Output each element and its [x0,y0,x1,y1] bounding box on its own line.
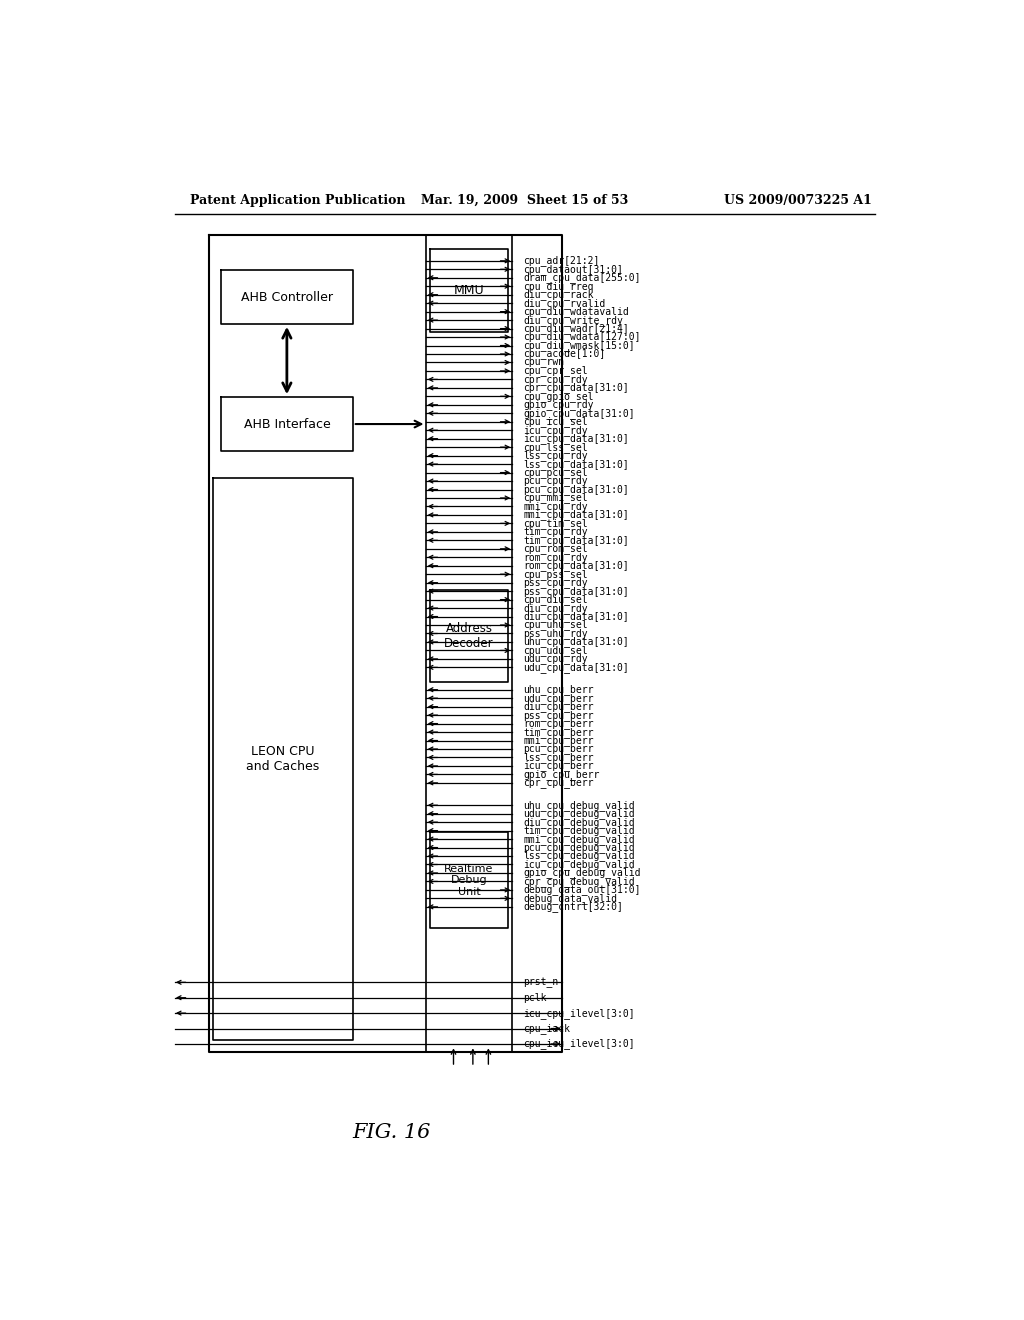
Text: cpu_lss_sel: cpu_lss_sel [523,442,588,453]
Text: gpio_cpu_debug_valid: gpio_cpu_debug_valid [523,867,641,878]
Text: diu_cpu_rack: diu_cpu_rack [523,289,594,300]
Text: dram_cpu_data[255:0]: dram_cpu_data[255:0] [523,272,641,284]
Text: pcu_cpu_rdy: pcu_cpu_rdy [523,475,588,487]
Text: cpu_rwn: cpu_rwn [523,358,564,367]
Text: mmi_cpu_berr: mmi_cpu_berr [523,735,594,746]
Text: rom_cpu_rdy: rom_cpu_rdy [523,552,588,562]
Text: udu_cpu_debug_valid: udu_cpu_debug_valid [523,808,635,820]
Text: LEON CPU
and Caches: LEON CPU and Caches [247,744,319,774]
Text: cpu_diu_wdatavalid: cpu_diu_wdatavalid [523,306,629,317]
Text: icu_cpu_debug_valid: icu_cpu_debug_valid [523,859,635,870]
Text: cpu_gpio_sel: cpu_gpio_sel [523,391,594,401]
Text: Address
Decoder: Address Decoder [444,622,494,649]
Text: diu_cpu_berr: diu_cpu_berr [523,701,594,711]
Text: udu_cpu_berr: udu_cpu_berr [523,693,594,704]
Text: lss_cpu_berr: lss_cpu_berr [523,752,594,763]
Text: uhu_cpu_data[31:0]: uhu_cpu_data[31:0] [523,636,629,647]
Text: US 2009/0073225 A1: US 2009/0073225 A1 [724,194,872,207]
Text: mmi_cpu_rdy: mmi_cpu_rdy [523,502,588,512]
Text: cpr_cpu_berr: cpr_cpu_berr [523,777,594,788]
Text: cpu_diu_rreq: cpu_diu_rreq [523,281,594,292]
Text: icu_cpu_ilevel[3:0]: icu_cpu_ilevel[3:0] [523,1007,635,1019]
Text: pss_cpu_berr: pss_cpu_berr [523,710,594,721]
Text: cpu_diu_wdata[127:0]: cpu_diu_wdata[127:0] [523,331,641,342]
Text: lss_cpu_rdy: lss_cpu_rdy [523,450,588,461]
Text: mmi_cpu_data[31:0]: mmi_cpu_data[31:0] [523,510,629,520]
Text: AHB Interface: AHB Interface [244,417,331,430]
Text: cpu_rom_sel: cpu_rom_sel [523,544,588,554]
Text: debug_cntrl[32:0]: debug_cntrl[32:0] [523,902,624,912]
Text: cpu_pcu_sel: cpu_pcu_sel [523,467,588,478]
Text: Mar. 19, 2009  Sheet 15 of 53: Mar. 19, 2009 Sheet 15 of 53 [421,194,629,207]
Text: cpu_diu_sel: cpu_diu_sel [523,594,588,605]
Text: cpu_dataout[31:0]: cpu_dataout[31:0] [523,264,624,275]
Text: MMU: MMU [454,284,484,297]
Text: cpu_adr[21:2]: cpu_adr[21:2] [523,255,600,267]
Text: pss_cpu_data[31:0]: pss_cpu_data[31:0] [523,586,629,597]
Text: uhu_cpu_debug_valid: uhu_cpu_debug_valid [523,800,635,810]
Text: gpio_cpu_rdy: gpio_cpu_rdy [523,400,594,411]
Text: tim_cpu_data[31:0]: tim_cpu_data[31:0] [523,535,629,545]
Text: icu_cpu_data[31:0]: icu_cpu_data[31:0] [523,433,629,444]
Text: pcu_cpu_debug_valid: pcu_cpu_debug_valid [523,842,635,853]
Text: debug_data_out[31:0]: debug_data_out[31:0] [523,884,641,895]
Text: lss_cpu_data[31:0]: lss_cpu_data[31:0] [523,458,629,470]
Text: icu_cpu_berr: icu_cpu_berr [523,760,594,771]
Text: pclk: pclk [523,993,547,1003]
Text: cpu_acode[1:0]: cpu_acode[1:0] [523,348,605,359]
Text: debug_data_valid: debug_data_valid [523,892,617,904]
Text: cpr_cpu_debug_valid: cpr_cpu_debug_valid [523,876,635,887]
Text: diu_cpu_rdy: diu_cpu_rdy [523,603,588,614]
Text: cpu_icu_sel: cpu_icu_sel [523,416,588,428]
Text: diu_cpu_debug_valid: diu_cpu_debug_valid [523,817,635,828]
Text: diu_cpu_rvalid: diu_cpu_rvalid [523,298,605,309]
Text: icu_cpu_rdy: icu_cpu_rdy [523,425,588,436]
Text: cpu_cpr_sel: cpu_cpr_sel [523,366,588,376]
Text: cpu_uhu_sel: cpu_uhu_sel [523,619,588,631]
Text: cpr_cpu_rdy: cpr_cpu_rdy [523,374,588,385]
Text: gpio_cpu_berr: gpio_cpu_berr [523,770,600,780]
Text: tim_cpu_berr: tim_cpu_berr [523,726,594,738]
Text: rom_cpu_data[31:0]: rom_cpu_data[31:0] [523,560,629,572]
Text: mmi_cpu_debug_valid: mmi_cpu_debug_valid [523,834,635,845]
Text: diu_cpu_data[31:0]: diu_cpu_data[31:0] [523,611,629,622]
Text: pss_uhu_rdy: pss_uhu_rdy [523,628,588,639]
Text: AHB Controller: AHB Controller [241,290,333,304]
Text: pss_cpu_rdy: pss_cpu_rdy [523,577,588,589]
Text: cpu_mmi_sel: cpu_mmi_sel [523,492,588,503]
Text: tim_cpu_debug_valid: tim_cpu_debug_valid [523,825,635,836]
Text: cpu_diu_wmask[15:0]: cpu_diu_wmask[15:0] [523,341,635,351]
Text: cpu_udu_sel: cpu_udu_sel [523,645,588,656]
Text: pcu_cpu_data[31:0]: pcu_cpu_data[31:0] [523,484,629,495]
Text: cpu_icu_ilevel[3:0]: cpu_icu_ilevel[3:0] [523,1039,635,1049]
Text: gpio_cpu_data[31:0]: gpio_cpu_data[31:0] [523,408,635,418]
Text: diu_cpu_write_rdy: diu_cpu_write_rdy [523,314,624,326]
Text: cpu_tim_sel: cpu_tim_sel [523,517,588,529]
Text: udu_cpu_rdy: udu_cpu_rdy [523,653,588,664]
Text: FIG. 16: FIG. 16 [352,1123,431,1142]
Text: uhu_cpu_berr: uhu_cpu_berr [523,684,594,696]
Text: prst_n: prst_n [523,977,558,987]
Text: udu_cpu_data[31:0]: udu_cpu_data[31:0] [523,661,629,673]
Text: cpu_pss_sel: cpu_pss_sel [523,569,588,579]
Text: lss_cpu_debug_valid: lss_cpu_debug_valid [523,850,635,862]
Text: tim_cpu_rdy: tim_cpu_rdy [523,527,588,537]
Text: rom_cpu_berr: rom_cpu_berr [523,718,594,729]
Text: Realtime
Debug
Unit: Realtime Debug Unit [444,863,494,896]
Text: Patent Application Publication: Patent Application Publication [190,194,406,207]
Text: cpu_iack: cpu_iack [523,1023,570,1034]
Text: cpu_diu_wadr[21:4]: cpu_diu_wadr[21:4] [523,323,629,334]
Text: cpr_cpu_data[31:0]: cpr_cpu_data[31:0] [523,383,629,393]
Text: pcu_cpu_berr: pcu_cpu_berr [523,743,594,755]
